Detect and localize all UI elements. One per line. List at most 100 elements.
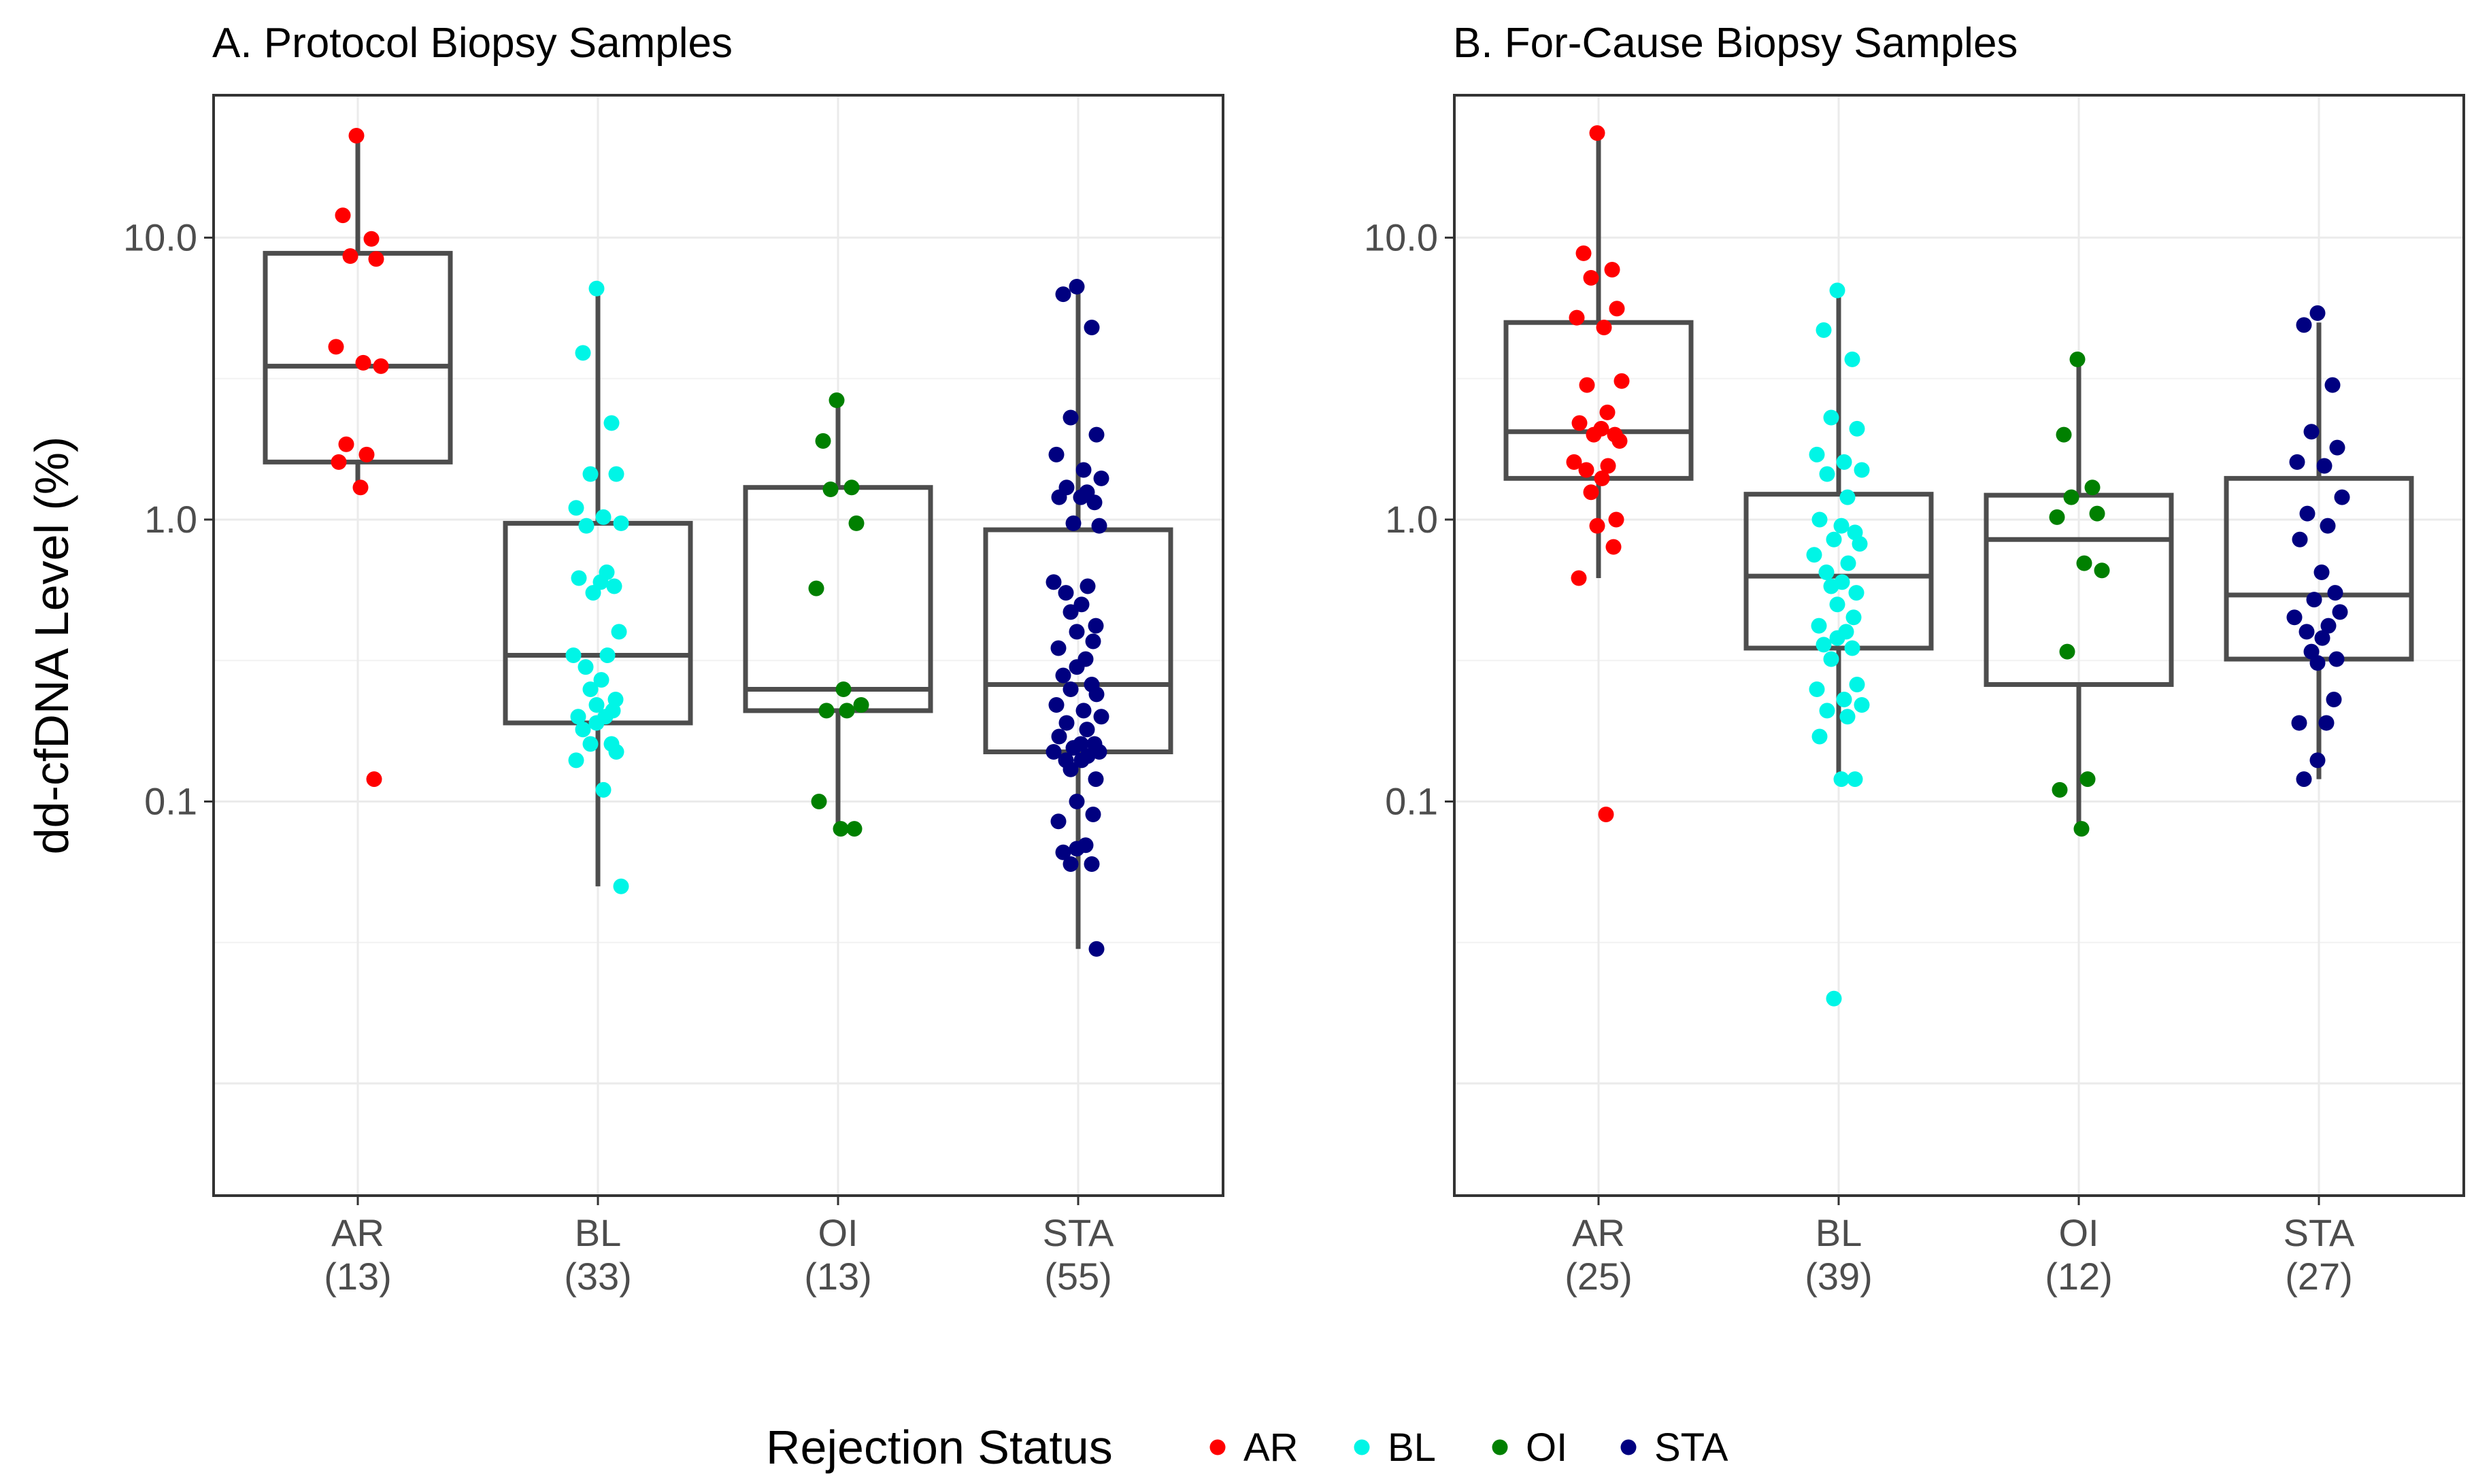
data-point-sta — [1073, 596, 1090, 613]
data-point-bl — [1816, 322, 1832, 338]
x-tick-count-bl: (39) — [1805, 1255, 1873, 1298]
data-point-bl — [608, 743, 624, 760]
data-point-oi — [835, 681, 852, 698]
data-point-sta — [2306, 592, 2322, 608]
data-point-bl — [1852, 536, 1868, 552]
data-point-bl — [1829, 630, 1845, 646]
x-tick-label-sta: STA — [2284, 1211, 2355, 1254]
data-point-bl — [588, 715, 605, 731]
data-point-oi — [843, 479, 860, 496]
data-point-sta — [2320, 518, 2336, 534]
y-tick-label-protocol-1: 1.0 — [144, 498, 197, 541]
data-point-bl — [606, 578, 622, 594]
x-tick-count-oi: (12) — [2045, 1255, 2113, 1298]
data-point-bl — [1829, 596, 1845, 613]
data-point-ar — [1571, 415, 1588, 431]
data-point-sta — [2309, 305, 2326, 321]
data-point-sta — [1093, 709, 1109, 725]
data-point-sta — [1079, 722, 1095, 738]
data-point-sta — [1080, 578, 1096, 594]
data-point-bl — [1809, 446, 1825, 462]
data-point-ar — [328, 339, 344, 355]
data-point-bl — [1854, 462, 1870, 478]
data-point-sta — [2334, 489, 2350, 505]
data-point-sta — [2313, 564, 2330, 581]
data-point-bl — [1844, 640, 1860, 656]
data-point-bl — [1823, 409, 1839, 426]
data-point-sta — [1073, 489, 1089, 505]
data-point-bl — [1845, 609, 1862, 626]
x-axis-ticks-protocol: AR(13)BL(33)OI(13)STA(55) — [324, 1196, 1114, 1298]
data-point-sta — [2327, 585, 2343, 601]
y-axis-title: dd-cfDNA Level (%) — [25, 437, 78, 855]
y-tick-label-for-cause-2: 10.0 — [1364, 216, 1438, 258]
legend-label-sta: STA — [1654, 1426, 1728, 1470]
data-point-oi — [833, 821, 849, 837]
data-point-oi — [839, 703, 855, 719]
data-point-bl — [1847, 771, 1863, 788]
data-point-bl — [585, 585, 601, 601]
box-iqr — [1743, 492, 1934, 651]
data-point-sta — [2289, 454, 2305, 470]
x-tick-label-bl: BL — [1816, 1211, 1862, 1254]
panel-background-protocol — [214, 95, 1223, 1196]
data-point-bl — [1829, 282, 1845, 299]
y-tick-label-protocol-2: 10.0 — [123, 216, 197, 258]
data-point-ar — [1599, 404, 1616, 420]
data-point-sta — [1063, 409, 1079, 426]
data-point-ar — [1575, 245, 1592, 261]
data-point-oi — [2079, 771, 2096, 788]
data-point-ar — [1609, 301, 1625, 317]
data-point-bl — [1823, 578, 1839, 594]
legend-key-ar — [1209, 1439, 1226, 1455]
data-point-sta — [2324, 377, 2341, 393]
data-point-sta — [1069, 624, 1085, 640]
data-point-bl — [1848, 585, 1865, 601]
data-point-bl — [568, 752, 584, 769]
data-point-bl — [608, 466, 624, 482]
data-point-ar — [1594, 470, 1610, 486]
data-point-bl — [1849, 420, 1865, 437]
legend-key-sta — [1620, 1439, 1637, 1455]
data-point-bl — [578, 659, 594, 675]
legend-entries: AR BL OI STA — [1209, 1426, 1728, 1470]
y-tick-label-protocol-0: 0.1 — [144, 779, 197, 822]
data-point-oi — [808, 580, 824, 596]
data-point-ar — [1566, 454, 1582, 470]
data-point-sta — [1085, 806, 1101, 822]
boxplot-bl — [503, 290, 693, 887]
panel-border-protocol — [212, 94, 1224, 1197]
data-point-sta — [2296, 317, 2312, 333]
jitter-points-protocol — [328, 127, 1109, 957]
data-point-bl — [1823, 651, 1839, 667]
data-point-sta — [1063, 604, 1079, 620]
data-point-ar — [1605, 539, 1622, 555]
data-point-bl — [1854, 697, 1870, 713]
data-point-bl — [1811, 511, 1828, 528]
data-point-ar — [338, 436, 354, 452]
panel-background-for-cause — [1454, 95, 2464, 1196]
data-point-sta — [1088, 941, 1105, 957]
data-point-bl — [613, 515, 629, 531]
data-point-sta — [1084, 856, 1100, 872]
data-point-sta — [2316, 458, 2333, 474]
data-point-sta — [1048, 697, 1065, 713]
panel-title-protocol: A. Protocol Biopsy Samples — [212, 20, 733, 67]
legend-label-bl: BL — [1388, 1426, 1436, 1470]
x-axis-ticks-for-cause: AR(25) BL(39) OI(12) STA(27) — [1565, 1196, 2355, 1298]
data-point-ar — [1579, 377, 1595, 393]
legend-entry-sta: STA — [1620, 1426, 1728, 1470]
panel-for-cause: B. For-Cause Biopsy Samples 0.1 1.0 10.0 A… — [1364, 20, 2465, 1298]
legend-label-ar: AR — [1243, 1426, 1299, 1470]
x-tick-label-oi: OI — [818, 1211, 858, 1254]
data-point-sta — [1065, 740, 1082, 756]
data-point-sta — [1058, 715, 1075, 731]
panel-border-for-cause — [1453, 94, 2465, 1197]
legend-key-bl — [1354, 1439, 1370, 1455]
data-point-ar — [373, 358, 389, 374]
data-point-sta — [1075, 462, 1092, 478]
data-point-bl — [565, 647, 582, 664]
legend-entry-bl: BL — [1354, 1426, 1436, 1470]
data-point-ar — [348, 127, 365, 144]
data-point-bl — [578, 518, 595, 534]
